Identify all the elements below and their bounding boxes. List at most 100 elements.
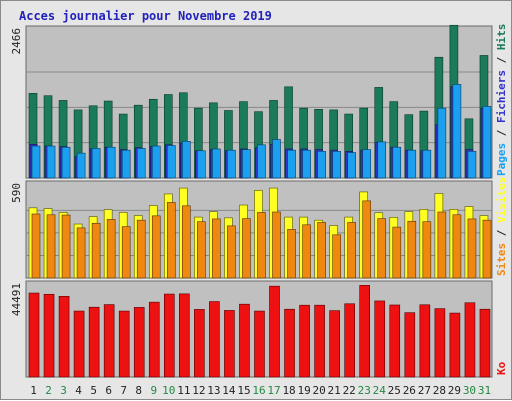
bar-pages-16: [257, 144, 266, 179]
bar-pages-15: [242, 149, 251, 179]
bar-sites-28: [437, 211, 447, 279]
bar-pages-14: [227, 149, 236, 179]
bar-kb-26: [404, 312, 416, 378]
x-tick-label-12: 12: [192, 384, 205, 397]
bar-sites-23: [362, 200, 372, 279]
bar-kb-21: [329, 310, 340, 378]
bar-sites-29: [452, 214, 462, 279]
bar-pages-26: [407, 149, 417, 179]
bar-pages-5: [91, 148, 101, 179]
bar-sites-26: [407, 220, 417, 279]
bar-kb-5: [88, 306, 100, 378]
bar-pages-25: [392, 146, 402, 179]
bar-pages-24: [377, 141, 387, 179]
bar-sites-13: [212, 218, 221, 279]
x-tick-label-26: 26: [403, 384, 416, 397]
x-tick-label-6: 6: [105, 384, 112, 397]
x-tick-label-29: 29: [448, 384, 461, 397]
bar-pages-13: [212, 148, 221, 179]
x-tick-label-18: 18: [282, 384, 295, 397]
bar-sites-12: [197, 221, 206, 279]
bar-pages-3: [61, 146, 71, 179]
bar-sites-16: [257, 212, 266, 279]
x-tick-label-30: 30: [463, 384, 476, 397]
bar-sites-15: [242, 218, 251, 279]
bar-pages-6: [106, 146, 116, 179]
x-tick-label-17: 17: [267, 384, 280, 397]
x-tick-label-5: 5: [90, 384, 97, 397]
x-tick-label-28: 28: [433, 384, 446, 397]
bar-pages-29: [452, 84, 462, 179]
x-tick-label-4: 4: [75, 384, 82, 397]
bar-kb-4: [73, 310, 85, 378]
bar-sites-19: [302, 224, 311, 279]
bar-sites-24: [377, 218, 387, 279]
ymax-label-middle: 590: [10, 183, 23, 203]
bar-sites-4: [76, 227, 86, 279]
bar-kb-22: [344, 303, 355, 378]
bar-sites-21: [332, 234, 341, 279]
bar-sites-2: [46, 214, 56, 279]
chart-title: Acces journalier pour Novembre 2019: [19, 9, 272, 23]
x-tick-label-27: 27: [418, 384, 431, 397]
x-tick-label-25: 25: [388, 384, 401, 397]
bar-kb-27: [419, 304, 431, 378]
series-label-top: Pages / Fichiers / Hits: [495, 24, 508, 176]
bar-sites-1: [31, 213, 41, 279]
x-tick-label-13: 13: [207, 384, 220, 397]
bar-kb-10: [163, 293, 175, 378]
bar-pages-1: [31, 145, 41, 179]
x-tick-label-2: 2: [45, 384, 52, 397]
x-tick-label-9: 9: [150, 384, 157, 397]
x-tick-label-8: 8: [135, 384, 142, 397]
x-tick-label-3: 3: [60, 384, 67, 397]
bar-sites-5: [91, 222, 101, 279]
bar-pages-9: [151, 145, 161, 179]
bar-kb-25: [389, 304, 401, 378]
bar-kb-24: [374, 300, 386, 378]
bar-pages-17: [272, 139, 281, 179]
bar-pages-12: [197, 150, 206, 179]
bar-kb-6: [103, 304, 115, 378]
bar-pages-4: [76, 152, 86, 179]
x-tick-label-24: 24: [373, 384, 387, 397]
bar-pages-22: [347, 152, 356, 179]
bar-sites-9: [151, 215, 161, 279]
bar-kb-17: [269, 285, 280, 378]
bar-pages-27: [422, 149, 432, 179]
bar-sites-3: [61, 214, 71, 279]
bar-pages-20: [317, 151, 326, 179]
bar-kb-28: [434, 308, 446, 378]
bar-kb-16: [254, 310, 265, 378]
bar-kb-9: [148, 301, 160, 378]
bar-sites-17: [272, 211, 281, 279]
bar-pages-2: [46, 145, 56, 179]
bar-kb-8: [133, 307, 145, 378]
bar-kb-31: [479, 308, 491, 378]
x-tick-label-15: 15: [237, 384, 250, 397]
bar-sites-6: [106, 219, 116, 279]
bar-kb-11: [179, 293, 190, 378]
bar-kb-23: [359, 285, 371, 378]
bar-pages-19: [302, 149, 311, 179]
bar-pages-10: [166, 145, 176, 179]
bar-kb-19: [299, 304, 310, 378]
bar-kb-3: [58, 295, 70, 378]
bar-sites-27: [422, 221, 432, 279]
ymax-label-bottom: 44491: [10, 283, 23, 316]
bar-pages-18: [287, 149, 296, 179]
bar-kb-13: [209, 301, 220, 378]
bar-pages-28: [437, 107, 447, 179]
series-label-bottom: Ko: [495, 361, 508, 375]
x-tick-label-7: 7: [120, 384, 127, 397]
bar-sites-20: [317, 222, 326, 279]
x-tick-label-20: 20: [313, 384, 326, 397]
bar-sites-25: [392, 226, 402, 279]
bar-sites-8: [136, 219, 146, 279]
x-tick-label-31: 31: [478, 384, 491, 397]
bar-sites-11: [182, 205, 191, 279]
bar-sites-10: [166, 202, 176, 279]
bar-kb-14: [224, 310, 235, 378]
